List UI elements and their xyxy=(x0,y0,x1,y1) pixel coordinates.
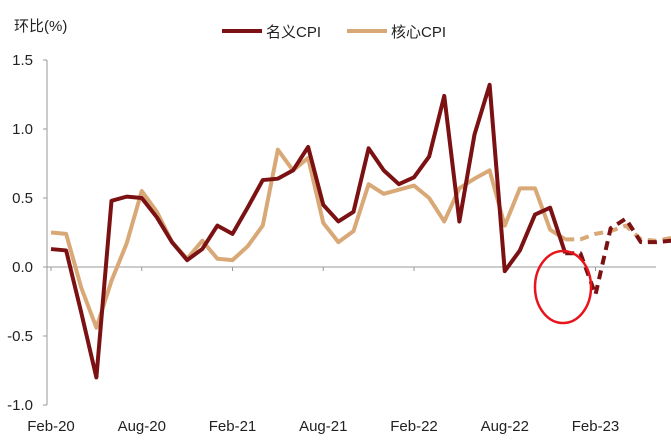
series-line-headline xyxy=(50,82,568,380)
legend-label-headline: 名义CPI xyxy=(266,24,321,41)
x-tick-label: Feb-23 xyxy=(572,418,620,435)
x-tick-label: Feb-20 xyxy=(27,418,75,435)
y-tick-label: 1.5 xyxy=(12,52,33,69)
x-ticks: Feb-20 Aug-20 Feb-21 Aug-21 Feb-22 Aug-22 Feb-… xyxy=(27,267,619,435)
y-tick-label: 0.0 xyxy=(12,259,33,276)
highlight-circle xyxy=(533,249,593,325)
y-tick-label: 0.5 xyxy=(12,190,33,207)
x-tick-label: Aug-22 xyxy=(481,418,529,435)
x-tick-label: Feb-22 xyxy=(390,418,438,435)
legend-label-core: 核心CPI xyxy=(391,24,446,41)
x-tick-label: Aug-20 xyxy=(118,418,166,435)
x-tick-label: Aug-21 xyxy=(299,418,347,435)
x-tick-label: Feb-21 xyxy=(209,418,257,435)
series-lines xyxy=(50,82,671,380)
y-tick-label: -1.0 xyxy=(7,397,33,414)
y-ticks: 1.5 1.0 0.5 0.0 -0.5 -1.0 xyxy=(7,52,47,414)
y-axis-label: 环比(%) xyxy=(14,18,67,35)
y-tick-label: -0.5 xyxy=(7,328,33,345)
series-forecast-headline xyxy=(565,216,671,297)
y-tick-label: 1.0 xyxy=(12,121,33,138)
series-line-core xyxy=(50,147,567,330)
legend: 名义CPI 核心CPI xyxy=(222,24,446,41)
series-forecast-core xyxy=(565,223,671,243)
